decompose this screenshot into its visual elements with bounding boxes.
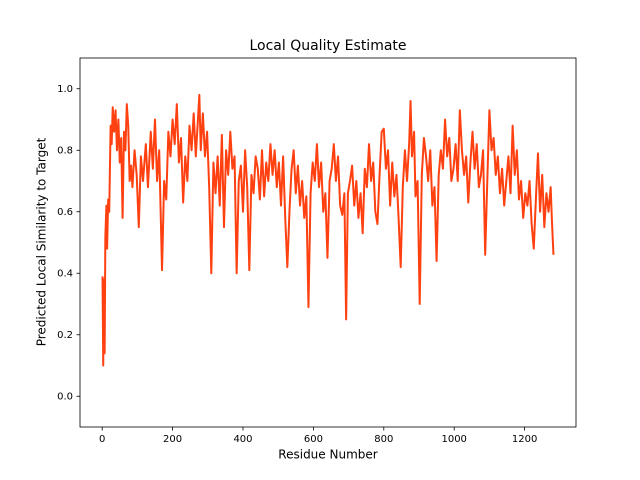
plot-frame [79, 57, 577, 428]
x-tick-label: 1000 [441, 434, 466, 445]
x-tick-label: 600 [304, 434, 323, 445]
x-tick-label: 200 [163, 434, 182, 445]
chart-title: Local Quality Estimate [249, 38, 406, 54]
x-tick-label: 800 [374, 434, 393, 445]
y-axis-label: Predicted Local Similarity to Target [35, 137, 49, 346]
y-tick-label: 0.2 [57, 330, 73, 341]
y-tick-label: 0.0 [57, 391, 73, 402]
y-tick-label: 1.0 [57, 84, 73, 95]
y-tick-label: 0.6 [57, 207, 73, 218]
x-axis-label: Residue Number [278, 448, 377, 462]
x-tick-label: 400 [233, 434, 252, 445]
y-tick-label: 0.8 [57, 145, 73, 156]
x-tick-label: 1200 [512, 434, 537, 445]
x-tick-label: 0 [99, 434, 105, 445]
y-tick-label: 0.4 [57, 268, 73, 279]
data-line [101, 93, 555, 367]
